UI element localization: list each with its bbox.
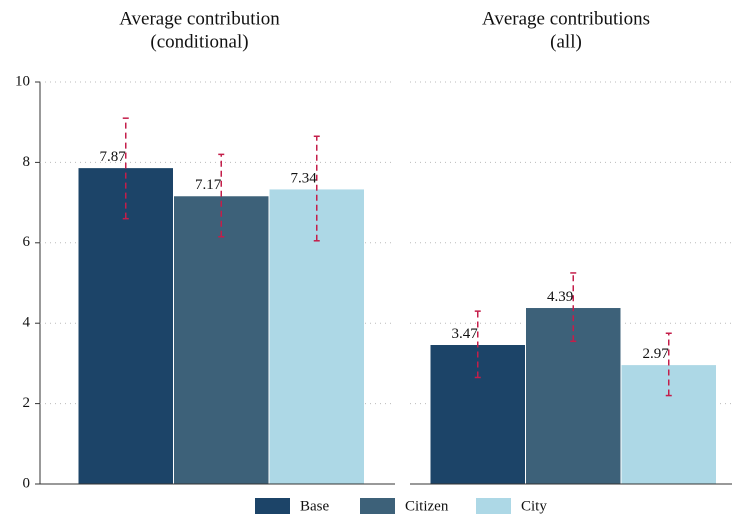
legend-swatch — [255, 498, 290, 514]
y-tick-label: 8 — [23, 154, 31, 170]
panel-title: Average contribution — [119, 8, 280, 29]
legend-label: Base — [300, 498, 330, 514]
bar — [525, 307, 622, 485]
value-label: 7.17 — [195, 177, 222, 193]
panel-title: (conditional) — [150, 31, 248, 52]
value-label: 4.39 — [547, 289, 573, 305]
y-tick-label: 2 — [23, 395, 31, 411]
legend-label: Citizen — [405, 498, 449, 514]
y-tick-label: 0 — [23, 475, 31, 491]
value-label: 2.97 — [643, 346, 670, 362]
y-tick-label: 6 — [23, 234, 31, 250]
bar — [268, 188, 365, 485]
value-label: 3.47 — [452, 326, 479, 342]
bar — [77, 167, 174, 485]
panel-title: (all) — [550, 31, 582, 52]
legend-label: City — [521, 498, 547, 514]
legend-swatch — [476, 498, 511, 514]
bar — [173, 195, 270, 485]
y-tick-label: 10 — [15, 73, 30, 89]
y-tick-label: 4 — [23, 315, 31, 331]
value-label: 7.34 — [291, 170, 318, 186]
panel-title: Average contributions — [482, 8, 650, 29]
bar — [429, 344, 526, 485]
legend-swatch — [360, 498, 395, 514]
value-label: 7.87 — [100, 149, 127, 165]
